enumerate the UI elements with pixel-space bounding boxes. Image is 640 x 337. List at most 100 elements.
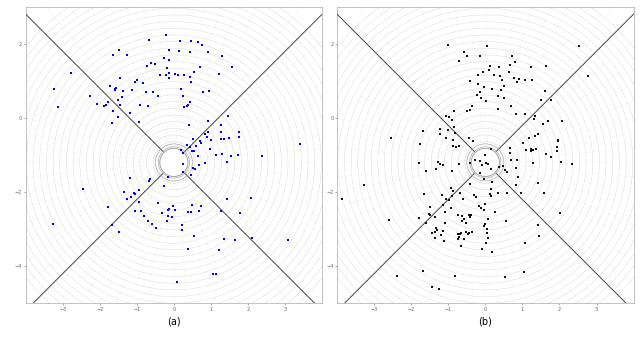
Point: [474, 203, 484, 209]
Point: [435, 132, 445, 137]
Point: [465, 181, 476, 186]
Point: [472, 93, 482, 98]
Point: [485, 191, 495, 197]
Point: [113, 97, 124, 103]
Point: [534, 233, 545, 238]
Point: [172, 279, 182, 285]
Point: [49, 87, 60, 92]
Point: [118, 88, 128, 94]
Point: [527, 77, 537, 83]
Point: [168, 203, 178, 209]
Point: [214, 247, 225, 253]
Point: [435, 161, 445, 166]
Point: [177, 151, 188, 156]
Point: [187, 203, 197, 208]
Point: [504, 62, 515, 68]
Point: [178, 93, 188, 99]
Point: [430, 235, 440, 241]
Point: [153, 200, 163, 205]
Point: [159, 56, 169, 61]
Point: [531, 147, 541, 152]
Point: [465, 78, 476, 83]
Point: [468, 192, 479, 197]
Point: [164, 76, 175, 81]
Point: [504, 150, 515, 155]
Point: [418, 129, 428, 134]
Point: [481, 99, 491, 104]
Point: [488, 86, 498, 92]
Point: [147, 222, 157, 227]
Point: [219, 236, 229, 242]
Point: [99, 103, 109, 109]
Point: [66, 70, 76, 76]
Point: [134, 119, 144, 124]
Point: [211, 152, 221, 158]
Point: [433, 160, 444, 165]
Point: [154, 73, 164, 78]
Point: [486, 194, 496, 199]
Point: [456, 244, 466, 249]
Point: [441, 113, 451, 119]
Point: [520, 77, 530, 82]
Point: [444, 115, 454, 120]
Point: [490, 73, 500, 78]
Point: [518, 141, 529, 146]
Point: [162, 65, 172, 70]
Point: [424, 211, 434, 217]
Point: [449, 108, 459, 114]
Point: [136, 208, 147, 213]
Point: [425, 212, 435, 218]
Point: [447, 118, 457, 123]
Point: [414, 160, 424, 165]
Point: [430, 229, 440, 235]
Point: [436, 232, 447, 238]
Point: [221, 197, 232, 202]
Point: [484, 67, 494, 72]
Point: [438, 202, 449, 208]
Point: [115, 102, 125, 108]
Point: [186, 79, 196, 84]
Point: [247, 236, 257, 241]
Point: [114, 229, 124, 235]
Point: [185, 49, 195, 54]
Point: [108, 222, 118, 227]
Point: [454, 231, 465, 237]
Point: [454, 234, 465, 240]
Point: [490, 209, 500, 214]
Point: [195, 139, 205, 144]
Point: [178, 169, 188, 175]
Point: [482, 43, 492, 49]
Point: [499, 83, 509, 89]
Point: [203, 118, 213, 124]
Point: [113, 115, 123, 120]
Point: [152, 93, 163, 99]
Point: [483, 235, 493, 241]
Point: [494, 164, 504, 169]
Point: [108, 108, 118, 113]
Point: [184, 74, 195, 80]
Point: [435, 126, 445, 131]
Point: [546, 97, 556, 102]
Point: [246, 195, 256, 201]
Point: [216, 152, 227, 157]
Point: [184, 122, 195, 127]
Point: [448, 143, 458, 148]
Point: [52, 104, 63, 110]
Point: [163, 208, 173, 213]
Point: [188, 165, 198, 171]
Point: [170, 71, 180, 77]
Point: [383, 217, 394, 223]
Point: [420, 169, 431, 174]
Point: [186, 173, 196, 178]
Point: [359, 183, 369, 188]
Point: [175, 147, 186, 152]
Point: [439, 238, 449, 243]
Point: [462, 53, 472, 58]
Point: [481, 160, 491, 166]
Point: [101, 102, 111, 108]
Point: [182, 102, 193, 108]
Point: [479, 84, 489, 90]
Point: [108, 120, 118, 125]
Point: [193, 153, 203, 158]
Point: [234, 129, 244, 134]
